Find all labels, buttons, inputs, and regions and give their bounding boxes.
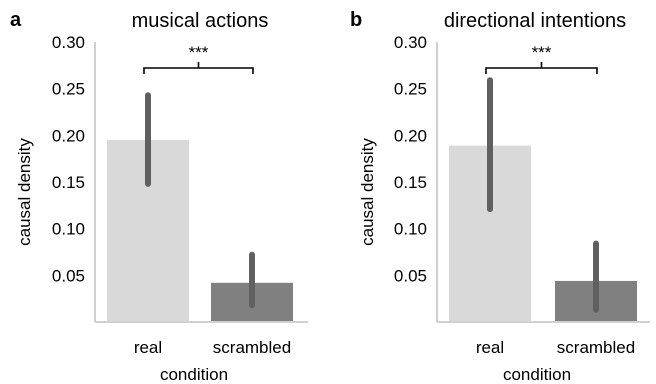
panel-a-y-axis-label: causal density [15,138,34,246]
panel-b-x-tick-label-scrambled: scrambled [557,338,635,357]
panel-a-significance-label: *** [189,43,209,62]
panel-a-y-tick-label: 0.15 [52,173,85,192]
panel-b-y-tick-label: 0.05 [394,266,427,285]
panel-b-y-axis-label: causal density [358,138,377,246]
panel-b-y-tick-label: 0.10 [394,220,427,239]
panel-b-significance-label: *** [532,43,552,62]
panel-b: b directional intentions condition causa… [350,9,650,384]
panel-a-x-tick-label-scrambled: scrambled [213,338,291,357]
panel-b-title: directional intentions [444,10,626,32]
panel-a-y-tick-label: 0.20 [52,126,85,145]
panel-a-y-tick-label: 0.05 [52,266,85,285]
panel-b-y-tick-label: 0.20 [394,126,427,145]
panel-a-marks: 0.05 0.10 0.15 0.20 0.25 0.30 real scrambled *** [52,33,308,357]
panel-b-x-tick-label-real: real [476,338,504,357]
panel-b-x-axis-label: condition [503,365,571,384]
panel-b-y-tick-label: 0.15 [394,173,427,192]
panel-b-y-tick-label: 0.30 [394,33,427,52]
panel-b-marks: 0.05 0.10 0.15 0.20 0.25 0.30 real scrambled *** [394,33,650,357]
panel-b-y-tick-label: 0.25 [394,80,427,99]
panel-a-y-tick-label: 0.10 [52,220,85,239]
panel-letter-b: b [350,9,362,31]
panel-a-title: musical actions [132,10,269,32]
panel-a: a musical actions condition causal densi… [10,9,308,384]
panel-a-y-tick-label: 0.30 [52,33,85,52]
panel-b-significance-bracket [485,67,598,74]
panel-a-x-axis-label: condition [160,365,228,384]
panel-a-x-tick-label-real: real [134,338,162,357]
panel-a-significance-bracket [143,67,254,74]
panel-letter-a: a [10,9,22,31]
panel-a-y-tick-label: 0.25 [52,80,85,99]
